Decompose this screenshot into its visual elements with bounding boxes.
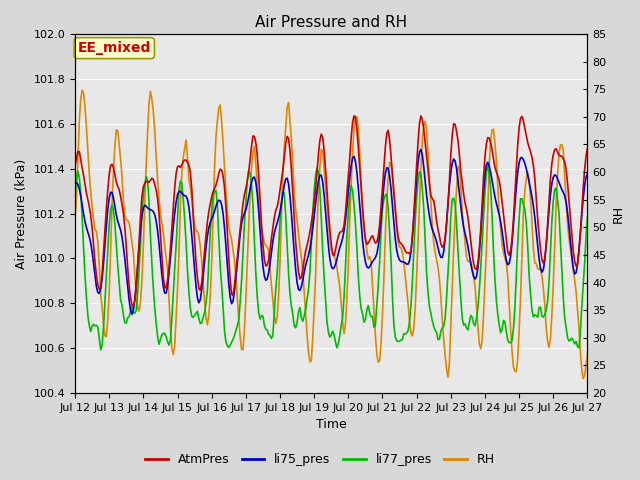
Legend: AtmPres, li75_pres, li77_pres, RH: AtmPres, li75_pres, li77_pres, RH	[140, 448, 500, 471]
Title: Air Pressure and RH: Air Pressure and RH	[255, 15, 407, 30]
X-axis label: Time: Time	[316, 419, 347, 432]
Y-axis label: RH: RH	[612, 204, 625, 223]
Y-axis label: Air Pressure (kPa): Air Pressure (kPa)	[15, 158, 28, 269]
Text: EE_mixed: EE_mixed	[77, 41, 151, 55]
